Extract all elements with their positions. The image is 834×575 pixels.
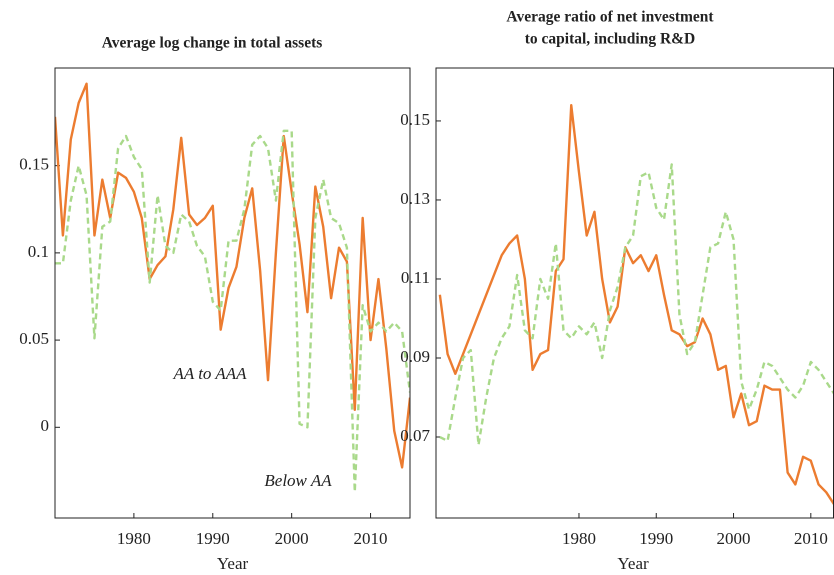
x-tick-label: 1990 xyxy=(639,529,673,548)
y-tick-label: 0.15 xyxy=(400,110,430,129)
plot-area xyxy=(438,103,834,505)
series-line xyxy=(438,103,834,505)
series-line xyxy=(55,129,410,494)
plot-frame xyxy=(435,67,834,519)
x-tick-label: 2000 xyxy=(275,529,309,548)
series-annotation: Below AA xyxy=(264,471,332,490)
series-annotation: AA to AAA xyxy=(172,364,247,383)
x-tick-label: 2010 xyxy=(794,529,828,548)
y-tick-label: 0.05 xyxy=(19,329,49,348)
y-tick-label: 0.15 xyxy=(19,155,49,174)
y-tick-label: 0.11 xyxy=(401,268,430,287)
plot-frame xyxy=(54,67,411,519)
x-tick-label: 2000 xyxy=(717,529,751,548)
y-tick-label: 0.13 xyxy=(400,189,430,208)
y-tick-label: 0 xyxy=(41,416,50,435)
series-line xyxy=(439,163,834,447)
x-tick-label: 1990 xyxy=(196,529,230,548)
y-tick-label: 0.1 xyxy=(28,242,49,261)
y-tick-label: 0.09 xyxy=(400,347,430,366)
chart-title: Average ratio of net investment xyxy=(506,9,714,26)
x-axis-label: Year xyxy=(217,554,249,573)
series-line xyxy=(55,82,410,469)
chart-title: Average log change in total assets xyxy=(102,35,323,52)
x-tick-label: 2010 xyxy=(354,529,388,548)
plot-area xyxy=(55,82,410,494)
chart-title: to capital, including R&D xyxy=(525,31,696,48)
x-axis-label: Year xyxy=(617,554,649,573)
x-tick-label: 1980 xyxy=(562,529,596,548)
y-tick-label: 0.07 xyxy=(400,426,430,445)
x-tick-label: 1980 xyxy=(117,529,151,548)
